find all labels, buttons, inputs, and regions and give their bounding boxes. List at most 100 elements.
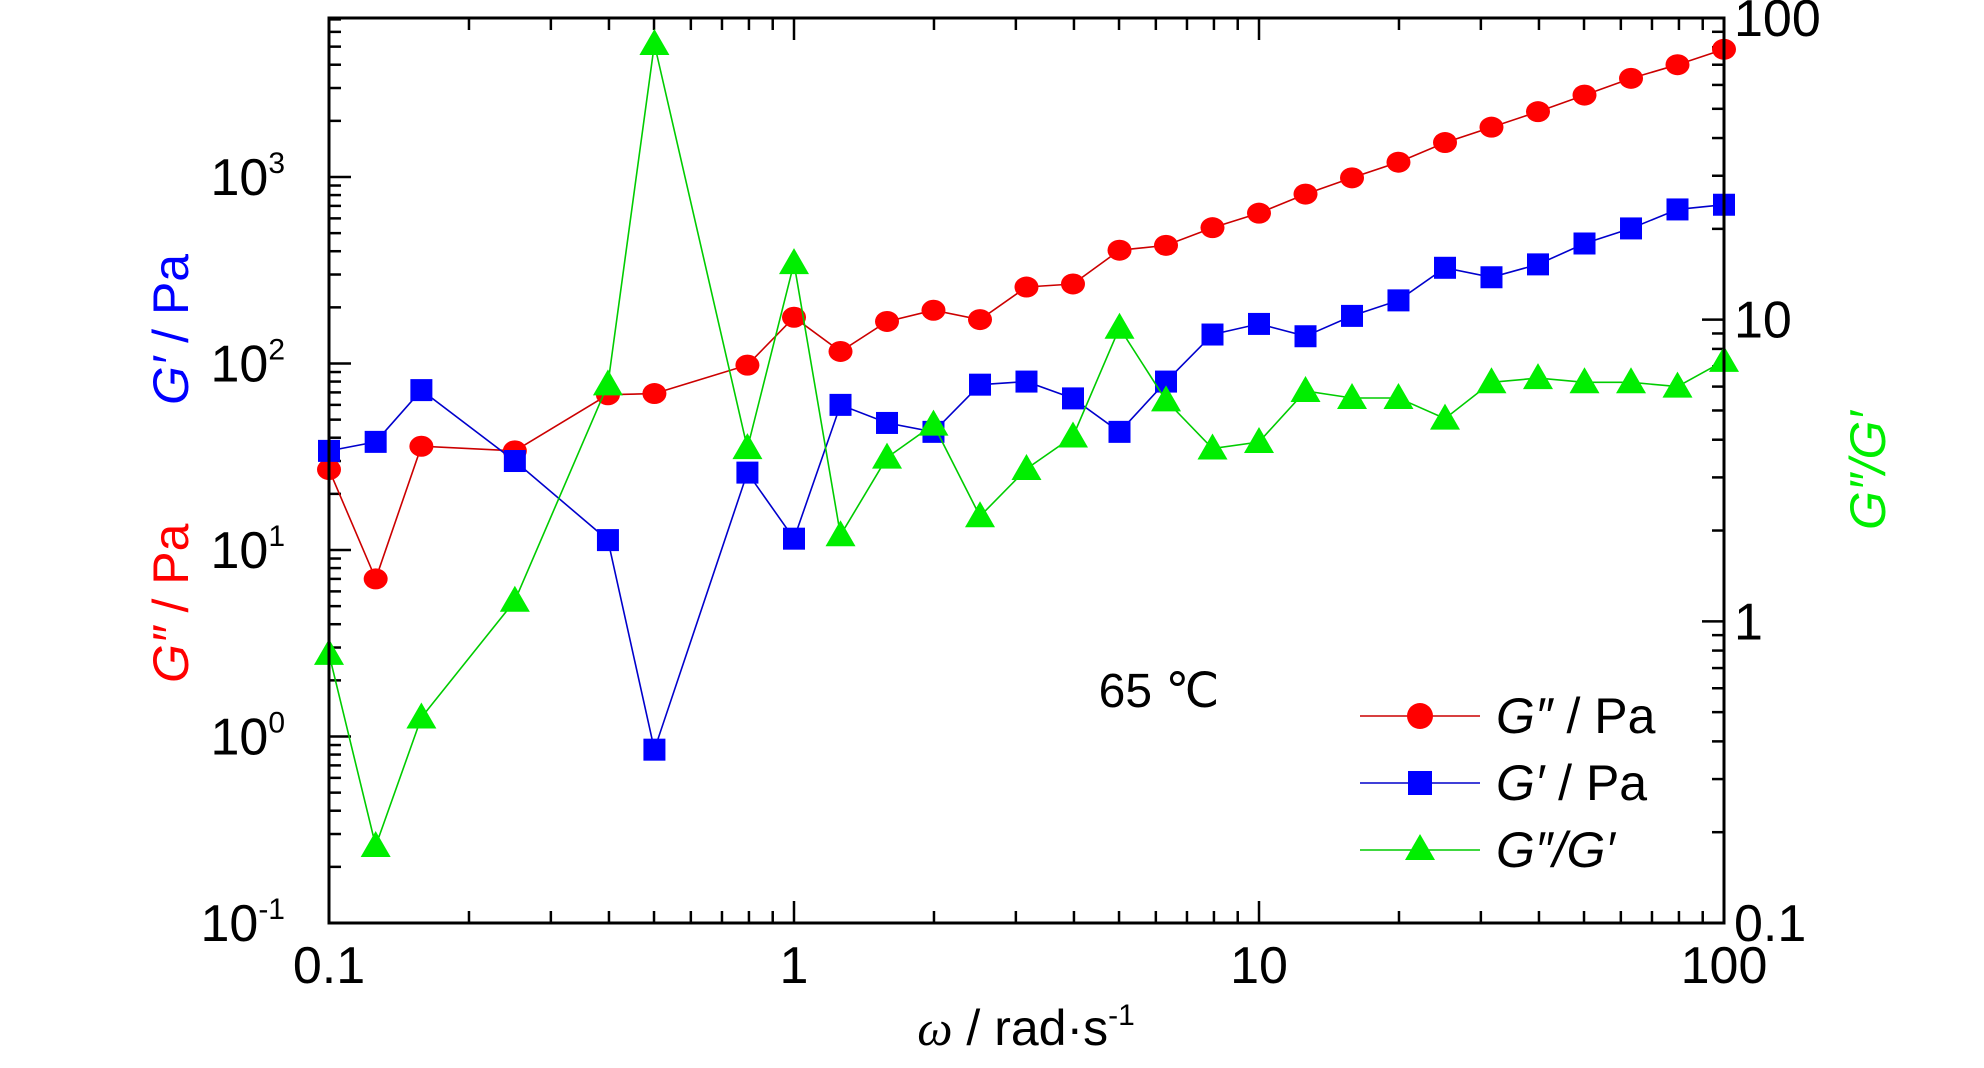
series-1-point — [364, 430, 387, 453]
legend-marker-gpp — [1407, 703, 1433, 729]
legend-marker-gp — [1408, 771, 1432, 795]
series-2-point — [1569, 367, 1600, 394]
left-tick-label: 101 — [210, 520, 285, 580]
series-0-point — [1247, 202, 1271, 224]
series-1-point — [1434, 256, 1457, 279]
x-tick-label: 0.1 — [293, 937, 365, 995]
series-1-point — [1387, 289, 1410, 312]
series-1-point — [503, 450, 526, 473]
series-1-point — [1248, 312, 1270, 335]
series-2-point — [1057, 421, 1088, 448]
series-2-point — [499, 585, 530, 612]
series-2-point — [1244, 427, 1274, 454]
right-axis-title-text: G″/G′ — [1840, 410, 1896, 530]
series-0-point — [782, 306, 806, 328]
right-tick-label: 0.1 — [1734, 895, 1806, 953]
series-2-point — [1522, 363, 1553, 390]
series-1-point — [1015, 370, 1038, 393]
right-tick-label: 1 — [1734, 593, 1763, 651]
right-axis-title: G″/G′ — [1840, 410, 1896, 530]
series-1-point — [1108, 420, 1131, 443]
left-tick-label: 10-1 — [200, 893, 285, 953]
x-tick-label: 1 — [780, 937, 809, 995]
x-tick-label: 10 — [1230, 937, 1288, 995]
series-2-point — [1476, 367, 1507, 394]
temperature-annotation: 65 ℃ — [1099, 665, 1220, 718]
x-axis-title: ω / rad·s-1 — [917, 999, 1135, 1056]
series-0-point — [1619, 67, 1644, 89]
left-tick-label: 100 — [210, 707, 285, 767]
svg-text:G″ / Pa: G″ / Pa — [143, 523, 199, 683]
series-1-point — [1155, 370, 1178, 393]
series-2-point — [1616, 367, 1647, 394]
legend: G″ / Pa G′ / Pa G″/G′ — [1342, 680, 1676, 880]
svg-text:G″/G′: G″/G′ — [1496, 822, 1616, 878]
series-1-point — [1526, 253, 1549, 276]
series-2-point — [360, 830, 391, 857]
series-0-point — [968, 309, 993, 331]
series-1-point — [969, 373, 992, 396]
series-2-point — [639, 28, 670, 55]
series-2-point — [965, 501, 996, 528]
series-2-point — [1383, 382, 1414, 409]
series-1-point — [1061, 387, 1084, 410]
series-2-point — [918, 409, 949, 436]
series-0-point — [1386, 151, 1411, 173]
x-axis-title-exponent: -1 — [1108, 999, 1135, 1032]
plot-frame — [327, 16, 1726, 925]
legend-background — [1342, 680, 1676, 880]
tick-labels: 0.1 1 10 100 10-1 100 101 102 103 0.1 1 10 100 — [200, 0, 1820, 995]
series-0-point — [1433, 132, 1458, 154]
series-1-point — [1480, 266, 1503, 289]
series-2-point — [1197, 433, 1228, 460]
x-tick-label: 100 — [1681, 937, 1768, 995]
series-1-point — [1201, 323, 1224, 346]
series-line-1 — [328, 203, 1725, 753]
series-0-point — [921, 299, 946, 321]
left-axis-title-gpp: G″ / Pa — [143, 523, 199, 683]
series-1-point — [829, 393, 852, 416]
right-tick-label: 100 — [1734, 0, 1821, 48]
series-0-point — [1154, 234, 1179, 256]
series-0-point — [1525, 101, 1550, 123]
series-2-point — [1430, 403, 1461, 430]
series-2-point — [779, 248, 809, 275]
legend-entry-gp: G′ / Pa — [1360, 755, 1647, 811]
series-1-point — [1573, 232, 1596, 255]
series-line-0 — [328, 48, 1725, 582]
left-axis-title-gpp-symbol: G″ — [143, 624, 199, 683]
series-0-point — [409, 435, 434, 457]
series-0-point — [363, 568, 388, 590]
series-0-point — [1060, 273, 1085, 295]
series-0-point — [735, 354, 760, 376]
left-axis-title-gpp-unit: / Pa — [143, 523, 199, 626]
series-2-point — [592, 369, 623, 396]
series-1-point — [596, 529, 619, 552]
series-2-point — [406, 702, 437, 729]
series-2-point — [1011, 453, 1042, 480]
legend-label-ratio-symbol: G″/G′ — [1496, 822, 1616, 878]
legend-label-gpp-symbol: G″ — [1496, 688, 1555, 744]
series-1-point — [410, 379, 433, 402]
x-axis-title-unit: / rad·s — [953, 1000, 1109, 1056]
series-0-point — [1340, 167, 1365, 189]
svg-text:G′ / Pa: G′ / Pa — [143, 254, 199, 405]
legend-label-gp-symbol: G′ — [1496, 755, 1546, 811]
series-1-point — [736, 461, 759, 484]
series-0-point — [1293, 183, 1318, 205]
series-2-point — [732, 433, 763, 460]
series-1-point — [1620, 217, 1643, 240]
legend-entry-ratio: G″/G′ — [1360, 822, 1616, 878]
right-tick-label: 10 — [1734, 292, 1792, 350]
series-0-point — [828, 340, 853, 362]
series-0-point — [1014, 276, 1039, 298]
series-0-point — [1479, 116, 1504, 138]
series-2-point — [1104, 312, 1135, 339]
x-axis-title-symbol: ω — [917, 1000, 952, 1056]
legend-label-gpp-unit: / Pa — [1553, 688, 1656, 744]
svg-text:G′ / Pa: G′ / Pa — [1496, 755, 1647, 811]
series-1-point — [876, 411, 899, 434]
